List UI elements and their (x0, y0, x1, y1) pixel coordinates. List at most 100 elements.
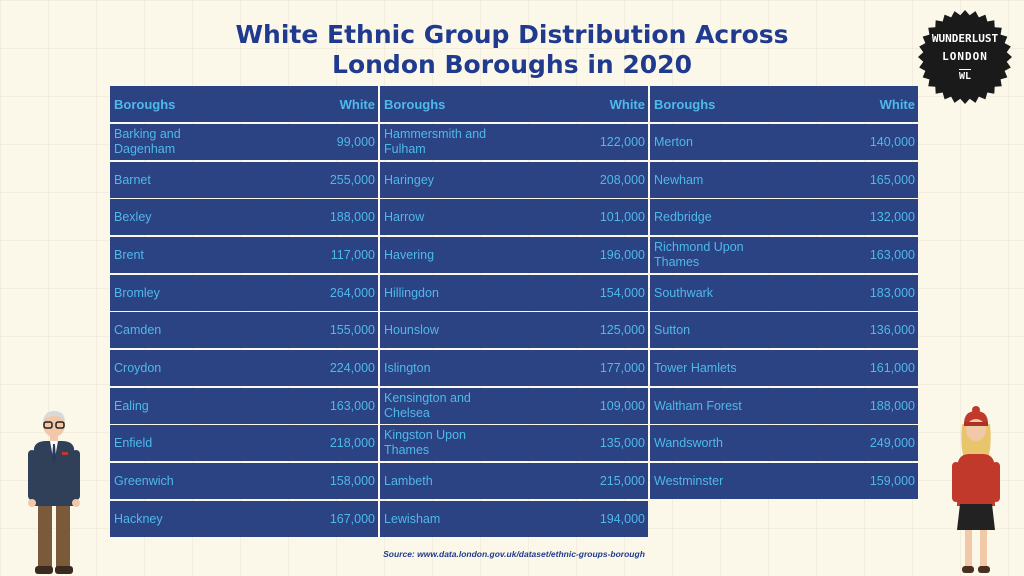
white-population-value: 177,000 (599, 361, 645, 375)
borough-name: Greenwich (114, 473, 174, 488)
white-population-value: 158,000 (329, 474, 375, 488)
table-header-row: Boroughs White (380, 86, 648, 122)
table-row: Havering 196,000 (380, 237, 648, 273)
chart-title: White Ethnic Group Distribution Across L… (212, 20, 812, 80)
white-population-value: 163,000 (329, 399, 375, 413)
table-row: Newham 165,000 (650, 162, 918, 198)
white-population-value: 140,000 (869, 135, 915, 149)
white-population-value: 194,000 (599, 512, 645, 526)
table-row: Enfield 218,000 (110, 425, 378, 461)
borough-name: Redbridge (654, 209, 712, 224)
white-population-value: 208,000 (599, 173, 645, 187)
table-row: Waltham Forest 188,000 (650, 388, 918, 424)
white-population-value: 183,000 (869, 286, 915, 300)
header-white: White (339, 96, 375, 112)
white-population-value: 122,000 (599, 135, 645, 149)
woman-illustration-icon (952, 406, 1000, 573)
white-population-value: 155,000 (329, 323, 375, 337)
borough-name: Hillingdon (384, 285, 439, 300)
borough-table: Boroughs White Barking and Dagenham 99,000 B… (110, 86, 918, 538)
table-row: Ealing 163,000 (110, 388, 378, 424)
white-population-value: 249,000 (869, 436, 915, 450)
white-population-value: 165,000 (869, 173, 915, 187)
header-white: White (609, 96, 645, 112)
man-illustration-icon (28, 411, 80, 574)
borough-name: Enfield (114, 435, 153, 450)
borough-name: Merton (654, 134, 693, 149)
table-row: Wandsworth 249,000 (650, 425, 918, 461)
borough-name: Lambeth (384, 473, 433, 488)
borough-name: Havering (384, 247, 435, 262)
table-row: Hammersmith and Fulham 122,000 (380, 124, 648, 160)
borough-name: Newham (654, 172, 704, 187)
white-population-value: 101,000 (599, 210, 645, 224)
borough-name: Kensington and Chelsea (384, 391, 471, 420)
borough-name: Westminster (654, 473, 724, 488)
borough-name: Kingston Upon Thames (384, 428, 467, 457)
table-row: Kingston Upon Thames 135,000 (380, 425, 648, 461)
borough-name: Bexley (114, 209, 152, 224)
table-row: Lewisham 194,000 (380, 501, 648, 537)
white-population-value: 154,000 (599, 286, 645, 300)
borough-name: Brent (114, 247, 144, 262)
borough-name: Hammersmith and Fulham (384, 127, 487, 156)
borough-name: Ealing (114, 398, 149, 413)
borough-name: Barking and Dagenham (114, 127, 181, 156)
white-population-value: 135,000 (599, 436, 645, 450)
table-header-row: Boroughs White (650, 86, 918, 122)
borough-name: Harrow (384, 209, 425, 224)
borough-name: Bromley (114, 285, 160, 300)
white-population-value: 99,000 (336, 135, 375, 149)
white-population-value: 215,000 (599, 474, 645, 488)
borough-name: Hackney (114, 511, 163, 526)
title-line-2: London Boroughs in 2020 (332, 50, 692, 79)
table-row: Hackney 167,000 (110, 501, 378, 537)
table-row: Redbridge 132,000 (650, 199, 918, 235)
borough-name: Islington (384, 360, 431, 375)
table-row: Greenwich 158,000 (110, 463, 378, 499)
table-row: Southwark 183,000 (650, 275, 918, 311)
header-boroughs: Boroughs (114, 96, 176, 112)
borough-name: Croydon (114, 360, 162, 375)
borough-name: Tower Hamlets (654, 360, 737, 375)
logo-badge-icon (918, 10, 1012, 104)
borough-name: Sutton (654, 322, 691, 337)
logo-line-3: WL (958, 69, 972, 82)
white-population-value: 255,000 (329, 173, 375, 187)
borough-name: Wandsworth (654, 435, 724, 450)
white-population-value: 161,000 (869, 361, 915, 375)
borough-name: Hounslow (384, 322, 439, 337)
table-row: Islington 177,000 (380, 350, 648, 386)
white-population-value: 196,000 (599, 248, 645, 262)
table-row: Hounslow 125,000 (380, 312, 648, 348)
table-header-row: Boroughs White (110, 86, 378, 122)
white-population-value: 125,000 (599, 323, 645, 337)
white-population-value: 167,000 (329, 512, 375, 526)
table-row: Westminster 159,000 (650, 463, 918, 499)
white-population-value: 224,000 (329, 361, 375, 375)
table-row: Bromley 264,000 (110, 275, 378, 311)
source-note: Source: www.data.london.gov.uk/dataset/e… (383, 549, 645, 559)
header-boroughs: Boroughs (384, 96, 446, 112)
white-population-value: 163,000 (869, 248, 915, 262)
table-row: Bexley 188,000 (110, 199, 378, 235)
logo-line-2: LONDON (942, 50, 988, 63)
table-row: Merton 140,000 (650, 124, 918, 160)
white-population-value: 188,000 (869, 399, 915, 413)
table-row: Camden 155,000 (110, 312, 378, 348)
table-row: Kensington and Chelsea 109,000 (380, 388, 648, 424)
title-line-1: White Ethnic Group Distribution Across (235, 20, 789, 49)
wunderlust-logo[interactable]: WUNDERLUST LONDON WL (918, 10, 1012, 104)
white-population-value: 117,000 (330, 248, 375, 262)
table-row: Sutton 136,000 (650, 312, 918, 348)
borough-name: Waltham Forest (654, 398, 742, 413)
table-row: Brent 117,000 (110, 237, 378, 273)
borough-name: Southwark (654, 285, 714, 300)
header-boroughs: Boroughs (654, 96, 716, 112)
table-row: Haringey 208,000 (380, 162, 648, 198)
white-population-value: 188,000 (329, 210, 375, 224)
borough-name: Haringey (384, 172, 435, 187)
borough-name: Camden (114, 322, 162, 337)
table-row: Richmond Upon Thames 163,000 (650, 237, 918, 273)
table-row: Lambeth 215,000 (380, 463, 648, 499)
